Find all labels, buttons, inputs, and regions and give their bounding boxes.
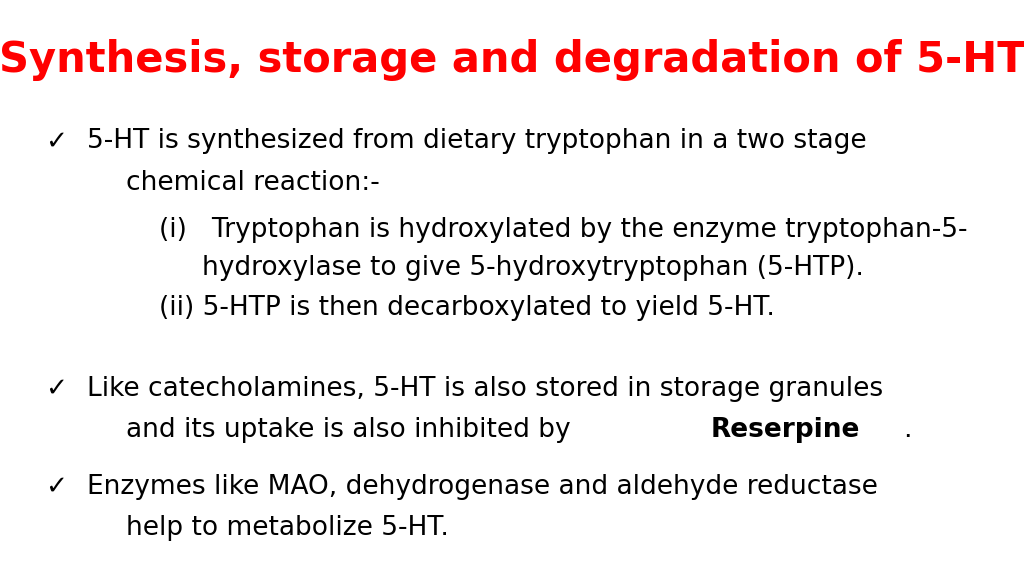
Text: 5-HT is synthesized from dietary tryptophan in a two stage: 5-HT is synthesized from dietary tryptop…: [87, 128, 866, 154]
Text: hydroxylase to give 5-hydroxytryptophan (5-HTP).: hydroxylase to give 5-hydroxytryptophan …: [202, 255, 863, 281]
Text: Synthesis, storage and degradation of 5-HT: Synthesis, storage and degradation of 5-…: [0, 40, 1024, 81]
Text: ✓: ✓: [45, 376, 68, 402]
Text: ✓: ✓: [45, 128, 68, 154]
Text: Reserpine: Reserpine: [711, 417, 860, 444]
Text: .: .: [903, 417, 911, 444]
Text: ✓: ✓: [45, 473, 68, 500]
Text: chemical reaction:-: chemical reaction:-: [126, 169, 380, 196]
Text: help to metabolize 5-HT.: help to metabolize 5-HT.: [126, 515, 449, 541]
Text: Like catecholamines, 5-HT is also stored in storage granules: Like catecholamines, 5-HT is also stored…: [87, 376, 883, 402]
Text: Enzymes like MAO, dehydrogenase and aldehyde reductase: Enzymes like MAO, dehydrogenase and alde…: [87, 473, 878, 500]
Text: (i)   Tryptophan is hydroxylated by the enzyme tryptophan-5-: (i) Tryptophan is hydroxylated by the en…: [159, 217, 968, 244]
Text: (ii) 5-HTP is then decarboxylated to yield 5-HT.: (ii) 5-HTP is then decarboxylated to yie…: [159, 295, 774, 321]
Text: and its uptake is also inhibited by: and its uptake is also inhibited by: [126, 417, 579, 444]
